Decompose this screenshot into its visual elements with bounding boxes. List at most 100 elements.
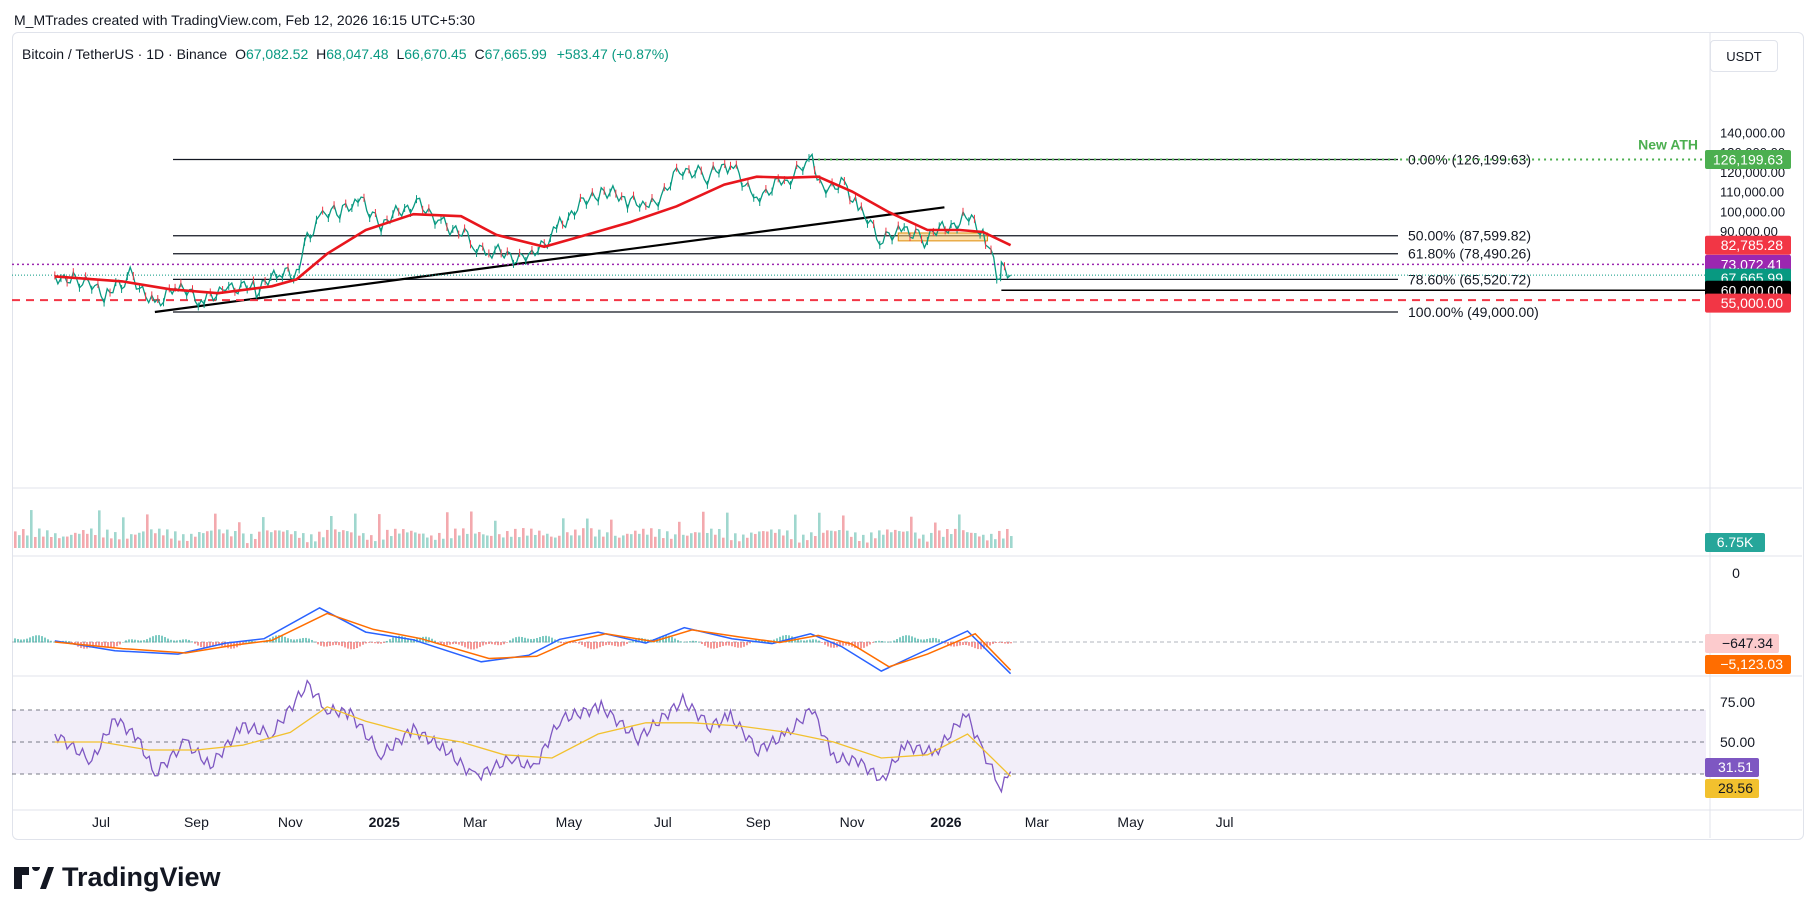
- macd-histogram-bar: [932, 637, 934, 643]
- macd-histogram-bar: [368, 642, 370, 643]
- volume-bar: [598, 529, 601, 548]
- volume-bar: [898, 531, 901, 548]
- volume-bar: [798, 542, 801, 548]
- macd-histogram-bar: [317, 642, 319, 645]
- macd-histogram-bar: [674, 638, 676, 643]
- volume-bar: [874, 538, 877, 548]
- volume-bar: [554, 537, 557, 548]
- macd-histogram-bar: [407, 638, 409, 643]
- volume-bar: [330, 516, 333, 548]
- macd-histogram-bar: [143, 640, 145, 643]
- macd-histogram-bar: [338, 642, 340, 646]
- rsi-badge-bg: [1705, 758, 1759, 777]
- volume-bar: [550, 536, 553, 548]
- macd-histogram-bar: [179, 639, 181, 643]
- macd-histogram-bar: [173, 640, 175, 643]
- volume-bar: [462, 528, 465, 548]
- volume-bar: [618, 537, 621, 548]
- volume-bar: [510, 536, 513, 548]
- volume-bar: [994, 539, 997, 548]
- volume-bar: [66, 536, 69, 548]
- macd-histogram-bar: [596, 642, 598, 649]
- macd-histogram-bar: [116, 642, 118, 647]
- volume-bar: [46, 530, 49, 548]
- macd-histogram-bar: [533, 638, 535, 643]
- volume-bar: [890, 532, 893, 548]
- volume-bar: [506, 531, 509, 548]
- macd-histogram-bar: [128, 639, 130, 643]
- macd-histogram-bar: [458, 642, 460, 645]
- macd-histogram-bar: [218, 642, 220, 646]
- volume-bar: [542, 535, 545, 548]
- macd-histogram-bar: [869, 642, 871, 645]
- macd-histogram-bar: [158, 635, 160, 643]
- volume-bar: [674, 534, 677, 548]
- volume-bar: [558, 535, 561, 548]
- volume-bar: [722, 537, 725, 548]
- macd-histogram-bar: [296, 639, 298, 643]
- macd-histogram-bar: [290, 639, 292, 643]
- volume-bar: [78, 533, 81, 548]
- macd-histogram-bar: [716, 642, 718, 649]
- volume-bar: [138, 532, 141, 548]
- macd-histogram-bar: [743, 642, 745, 647]
- volume-bar: [266, 530, 269, 548]
- macd-histogram-bar: [131, 639, 133, 643]
- macd-histogram-bar: [452, 642, 454, 645]
- currency-button[interactable]: USDT: [1710, 40, 1778, 72]
- volume-bar: [966, 532, 969, 548]
- macd-histogram-bar: [692, 640, 694, 643]
- macd-histogram-bar: [830, 642, 832, 648]
- volume-bar: [742, 534, 745, 548]
- high-label: H: [316, 46, 327, 62]
- symbol-name[interactable]: Bitcoin / TetherUS · 1D · Binance: [22, 46, 228, 62]
- volume-bar: [754, 533, 757, 548]
- macd-histogram-bar: [557, 641, 559, 643]
- volume-bar: [478, 531, 481, 548]
- macd-histogram-bar: [122, 641, 124, 643]
- volume-bar: [698, 532, 701, 548]
- volume-bar: [522, 528, 525, 548]
- macd-histogram-bar: [119, 642, 121, 645]
- macd-histogram-bar: [152, 636, 154, 643]
- macd-histogram-bar: [323, 642, 325, 647]
- macd-histogram-bar: [917, 638, 919, 643]
- macd-histogram-bar: [824, 642, 826, 645]
- macd-histogram-bar: [626, 642, 628, 645]
- volume-bar: [486, 535, 489, 548]
- macd-histogram-bar: [758, 639, 760, 643]
- macd-histogram-bar: [956, 642, 958, 647]
- macd-histogram-bar: [500, 642, 502, 646]
- volume-bar: [950, 534, 953, 548]
- rsi-axis-tick: 75.00: [1720, 694, 1755, 710]
- volume-bar: [622, 535, 625, 548]
- macd-histogram-bar: [800, 640, 802, 643]
- volume-bar: [70, 534, 73, 548]
- macd-histogram-bar: [896, 639, 898, 643]
- volume-bar: [518, 537, 521, 548]
- volume-bar: [286, 530, 289, 548]
- macd-histogram-bar: [302, 638, 304, 643]
- volume-bar: [62, 536, 65, 548]
- macd-histogram-bar: [986, 642, 988, 648]
- volume-bar: [482, 534, 485, 548]
- macd-histogram-bar: [923, 639, 925, 643]
- volume-bar: [746, 537, 749, 548]
- macd-histogram-bar: [899, 637, 901, 643]
- macd-histogram-bar: [41, 636, 43, 643]
- symbol-legend: Bitcoin / TetherUS · 1D · Binance O67,08…: [22, 46, 669, 62]
- macd-histogram-bar: [887, 641, 889, 643]
- macd-histogram-bar: [479, 642, 481, 648]
- macd-histogram-bar: [191, 641, 193, 643]
- volume-bar: [22, 529, 25, 548]
- macd-histogram-bar: [797, 639, 799, 643]
- macd-histogram-bar: [962, 642, 964, 646]
- volume-bar: [210, 530, 213, 548]
- volume-bar: [962, 530, 965, 548]
- volume-bar: [134, 534, 137, 548]
- tradingview-brand[interactable]: TradingView: [14, 862, 221, 893]
- macd-histogram-bar: [506, 642, 508, 643]
- macd-histogram-bar: [620, 642, 622, 647]
- macd-histogram-bar: [47, 639, 49, 643]
